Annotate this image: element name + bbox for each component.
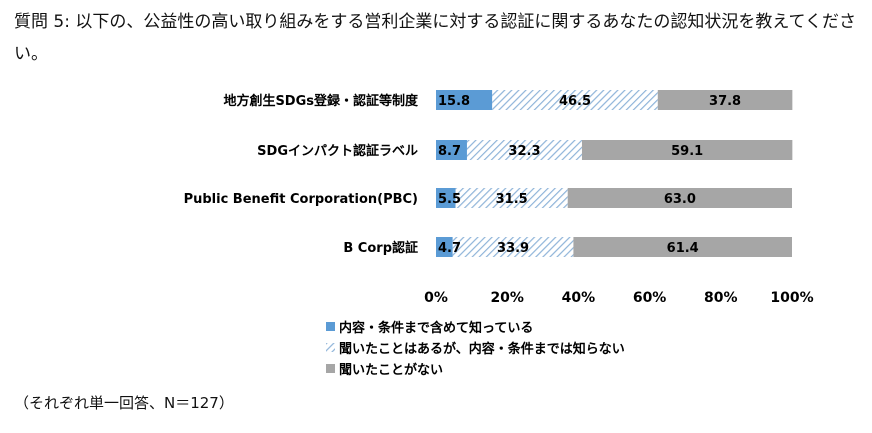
x-tick-label: 80%: [704, 290, 738, 306]
legend-item-aware-details: 内容・条件まで含めて知っている: [326, 316, 625, 337]
value-label-never-heard: 63.0: [664, 192, 696, 207]
x-tick-label: 0%: [424, 290, 448, 306]
value-label-never-heard: 61.4: [667, 241, 699, 256]
value-label-aware-details: 4.7: [438, 241, 461, 256]
x-tick-label: 20%: [490, 290, 524, 306]
x-tick-label: 100%: [770, 290, 813, 306]
bar-segment-aware-details: [436, 140, 467, 160]
question-text: 質問 5: 以下の、公益性の高い取り組みをする営利企業に対する認証に関するあなた…: [14, 12, 856, 64]
legend-swatch-never-heard: [326, 364, 335, 373]
legend: 内容・条件まで含めて知っている 聞いたことはあるが、内容・条件までは知らない 聞…: [326, 316, 625, 379]
value-label-heard-only: 31.5: [496, 192, 528, 207]
value-label-heard-only: 46.5: [559, 94, 591, 109]
bar-segment-aware-details: [436, 90, 493, 110]
value-label-aware-details: 5.5: [438, 192, 461, 207]
value-label-heard-only: 33.9: [497, 241, 529, 256]
legend-item-heard-only: 聞いたことはあるが、内容・条件までは知らない: [326, 337, 625, 358]
value-label-heard-only: 32.3: [508, 144, 540, 159]
bar-segment-never-heard: [567, 188, 792, 208]
category-label: SDGインパクト認証ラベル: [257, 143, 418, 159]
category-label: 地方創生SDGs登録・認証等制度: [223, 93, 419, 109]
x-tick-label: 40%: [562, 290, 596, 306]
bar-segment-never-heard: [657, 90, 793, 110]
legend-label-never-heard: 聞いたことがない: [339, 363, 444, 378]
legend-label-aware-details: 内容・条件まで含めて知っている: [339, 321, 534, 336]
bar-segment-heard-only: [455, 188, 568, 208]
footnote: （それぞれ単一回答、N＝127）: [14, 394, 234, 412]
category-label: B Corp認証: [343, 240, 418, 256]
legend-swatch-heard-only: [326, 343, 335, 352]
bar-segment-never-heard: [573, 237, 792, 257]
bar-segment-heard-only: [466, 140, 582, 160]
value-label-aware-details: 15.8: [438, 94, 470, 109]
category-label: Public Benefit Corporation(PBC): [184, 192, 418, 207]
legend-item-never-heard: 聞いたことがない: [326, 358, 625, 379]
x-tick-label: 60%: [633, 290, 667, 306]
value-label-never-heard: 59.1: [671, 144, 703, 159]
value-label-aware-details: 8.7: [438, 144, 461, 159]
bar-segment-heard-only: [492, 90, 658, 110]
legend-swatch-aware-details: [326, 322, 335, 331]
bar-segment-aware-details: [436, 237, 453, 257]
bar-segment-heard-only: [452, 237, 574, 257]
legend-label-heard-only: 聞いたことはあるが、内容・条件までは知らない: [339, 342, 625, 357]
value-label-never-heard: 37.8: [709, 94, 741, 109]
bar-segment-aware-details: [436, 188, 456, 208]
bar-segment-never-heard: [581, 140, 793, 160]
